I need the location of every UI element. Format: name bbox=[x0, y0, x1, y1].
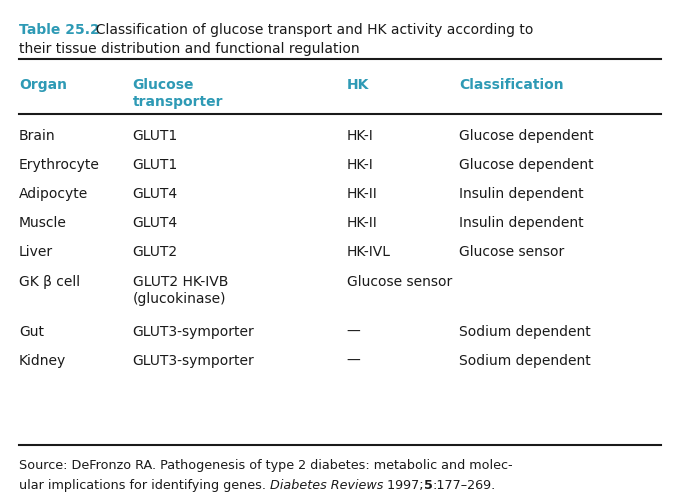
Text: HK-I: HK-I bbox=[347, 158, 373, 172]
Text: their tissue distribution and functional regulation: their tissue distribution and functional… bbox=[19, 42, 360, 56]
Text: GLUT2: GLUT2 bbox=[133, 245, 177, 260]
Text: Glucose dependent: Glucose dependent bbox=[459, 129, 594, 143]
Text: GLUT4: GLUT4 bbox=[133, 187, 177, 201]
Text: ular implications for identifying genes.: ular implications for identifying genes. bbox=[19, 479, 270, 492]
Text: Classification: Classification bbox=[459, 78, 564, 92]
Text: Diabetes Reviews: Diabetes Reviews bbox=[270, 479, 384, 492]
Text: Organ: Organ bbox=[19, 78, 67, 92]
Text: Adipocyte: Adipocyte bbox=[19, 187, 88, 201]
Text: Sodium dependent: Sodium dependent bbox=[459, 325, 591, 339]
Text: GLUT3-symporter: GLUT3-symporter bbox=[133, 325, 254, 339]
Text: Sodium dependent: Sodium dependent bbox=[459, 354, 591, 368]
Text: Classification of glucose transport and HK activity according to: Classification of glucose transport and … bbox=[87, 23, 533, 37]
Text: Brain: Brain bbox=[19, 129, 56, 143]
Text: HK: HK bbox=[347, 78, 369, 92]
Text: GK β cell: GK β cell bbox=[19, 275, 80, 289]
Text: HK-IVL: HK-IVL bbox=[347, 245, 391, 260]
Text: Table 25.2: Table 25.2 bbox=[19, 23, 100, 37]
Text: GLUT3-symporter: GLUT3-symporter bbox=[133, 354, 254, 368]
Text: Glucose sensor: Glucose sensor bbox=[347, 275, 452, 289]
Text: Erythrocyte: Erythrocyte bbox=[19, 158, 100, 172]
Text: :177–269.: :177–269. bbox=[433, 479, 496, 492]
Text: —: — bbox=[347, 325, 360, 339]
Text: GLUT2 HK-IVB
(glucokinase): GLUT2 HK-IVB (glucokinase) bbox=[133, 275, 228, 306]
Text: HK-I: HK-I bbox=[347, 129, 373, 143]
Text: HK-II: HK-II bbox=[347, 216, 377, 230]
Text: 1997;: 1997; bbox=[384, 479, 424, 492]
Text: Liver: Liver bbox=[19, 245, 53, 260]
Text: Glucose dependent: Glucose dependent bbox=[459, 158, 594, 172]
Text: Glucose sensor: Glucose sensor bbox=[459, 245, 564, 260]
Text: Muscle: Muscle bbox=[19, 216, 67, 230]
Text: Insulin dependent: Insulin dependent bbox=[459, 216, 583, 230]
Text: Gut: Gut bbox=[19, 325, 44, 339]
Text: GLUT1: GLUT1 bbox=[133, 129, 178, 143]
Text: Glucose
transporter: Glucose transporter bbox=[133, 78, 223, 109]
Text: 5: 5 bbox=[424, 479, 433, 492]
Text: Insulin dependent: Insulin dependent bbox=[459, 187, 583, 201]
Text: GLUT1: GLUT1 bbox=[133, 158, 178, 172]
Text: —: — bbox=[347, 354, 360, 368]
Text: GLUT4: GLUT4 bbox=[133, 216, 177, 230]
Text: Source: DeFronzo RA. Pathogenesis of type 2 diabetes: metabolic and molec-: Source: DeFronzo RA. Pathogenesis of typ… bbox=[19, 459, 513, 472]
Text: HK-II: HK-II bbox=[347, 187, 377, 201]
Text: Kidney: Kidney bbox=[19, 354, 66, 368]
